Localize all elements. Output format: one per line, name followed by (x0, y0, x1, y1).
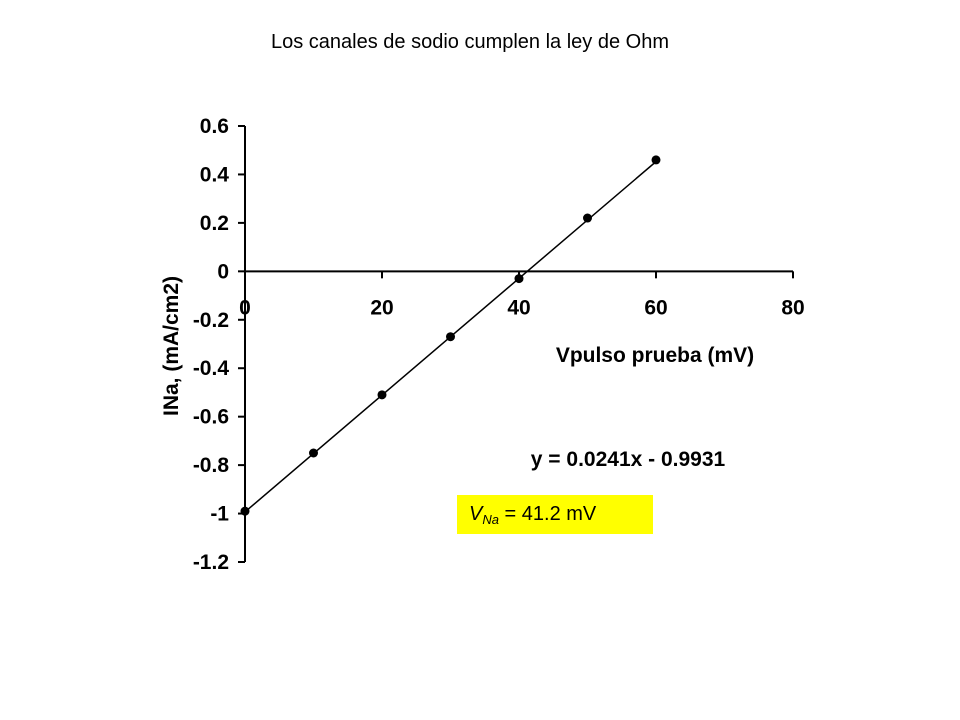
slide-title: Los canales de sodio cumplen la ley de O… (270, 31, 669, 53)
data-point (377, 390, 387, 400)
x-tick-label: 60 (644, 296, 667, 319)
x-tick-label: 20 (370, 296, 393, 319)
y-tick-label: -1.2 (193, 551, 229, 574)
data-points (240, 155, 661, 516)
data-point (651, 155, 661, 165)
data-point (583, 213, 592, 223)
y-tick-label: -0.6 (193, 406, 229, 429)
trendline-equation: y = 0.0241x - 0.9931 (531, 448, 726, 471)
y-tick-label: 0.6 (200, 115, 229, 138)
y-tick-label: 0.2 (200, 212, 229, 235)
vna-value: = 41.2 mV (498, 503, 597, 525)
y-tick-label: 0.4 (200, 163, 230, 186)
y-tick-label: -0.4 (193, 357, 230, 380)
reversal-potential-box: VNa = 41.2 mV (457, 495, 653, 534)
x-tick-labels: 020406080 (239, 296, 805, 319)
data-point (514, 274, 524, 284)
vna-symbol: V (469, 503, 483, 525)
data-point (240, 506, 250, 516)
data-point (309, 448, 318, 458)
y-tick-label: -0.2 (193, 309, 229, 332)
y-axis-title: INa, (mA/cm2) (160, 276, 183, 416)
x-axis-title: Vpulso prueba (mV) (556, 344, 754, 367)
y-tick-label: 0 (217, 260, 229, 283)
y-tick-labels: 0.6 0.4 0.2 0 -0.2 -0.4 -0.6 -0.8 -1 -1.2 (193, 115, 230, 574)
vna-subscript: Na (482, 512, 499, 527)
y-tick-label: -1 (210, 503, 229, 526)
x-tick-label: 80 (781, 296, 804, 319)
data-point (446, 332, 455, 342)
y-tick-label: -0.8 (193, 454, 230, 477)
x-tick-label: 40 (507, 296, 530, 319)
